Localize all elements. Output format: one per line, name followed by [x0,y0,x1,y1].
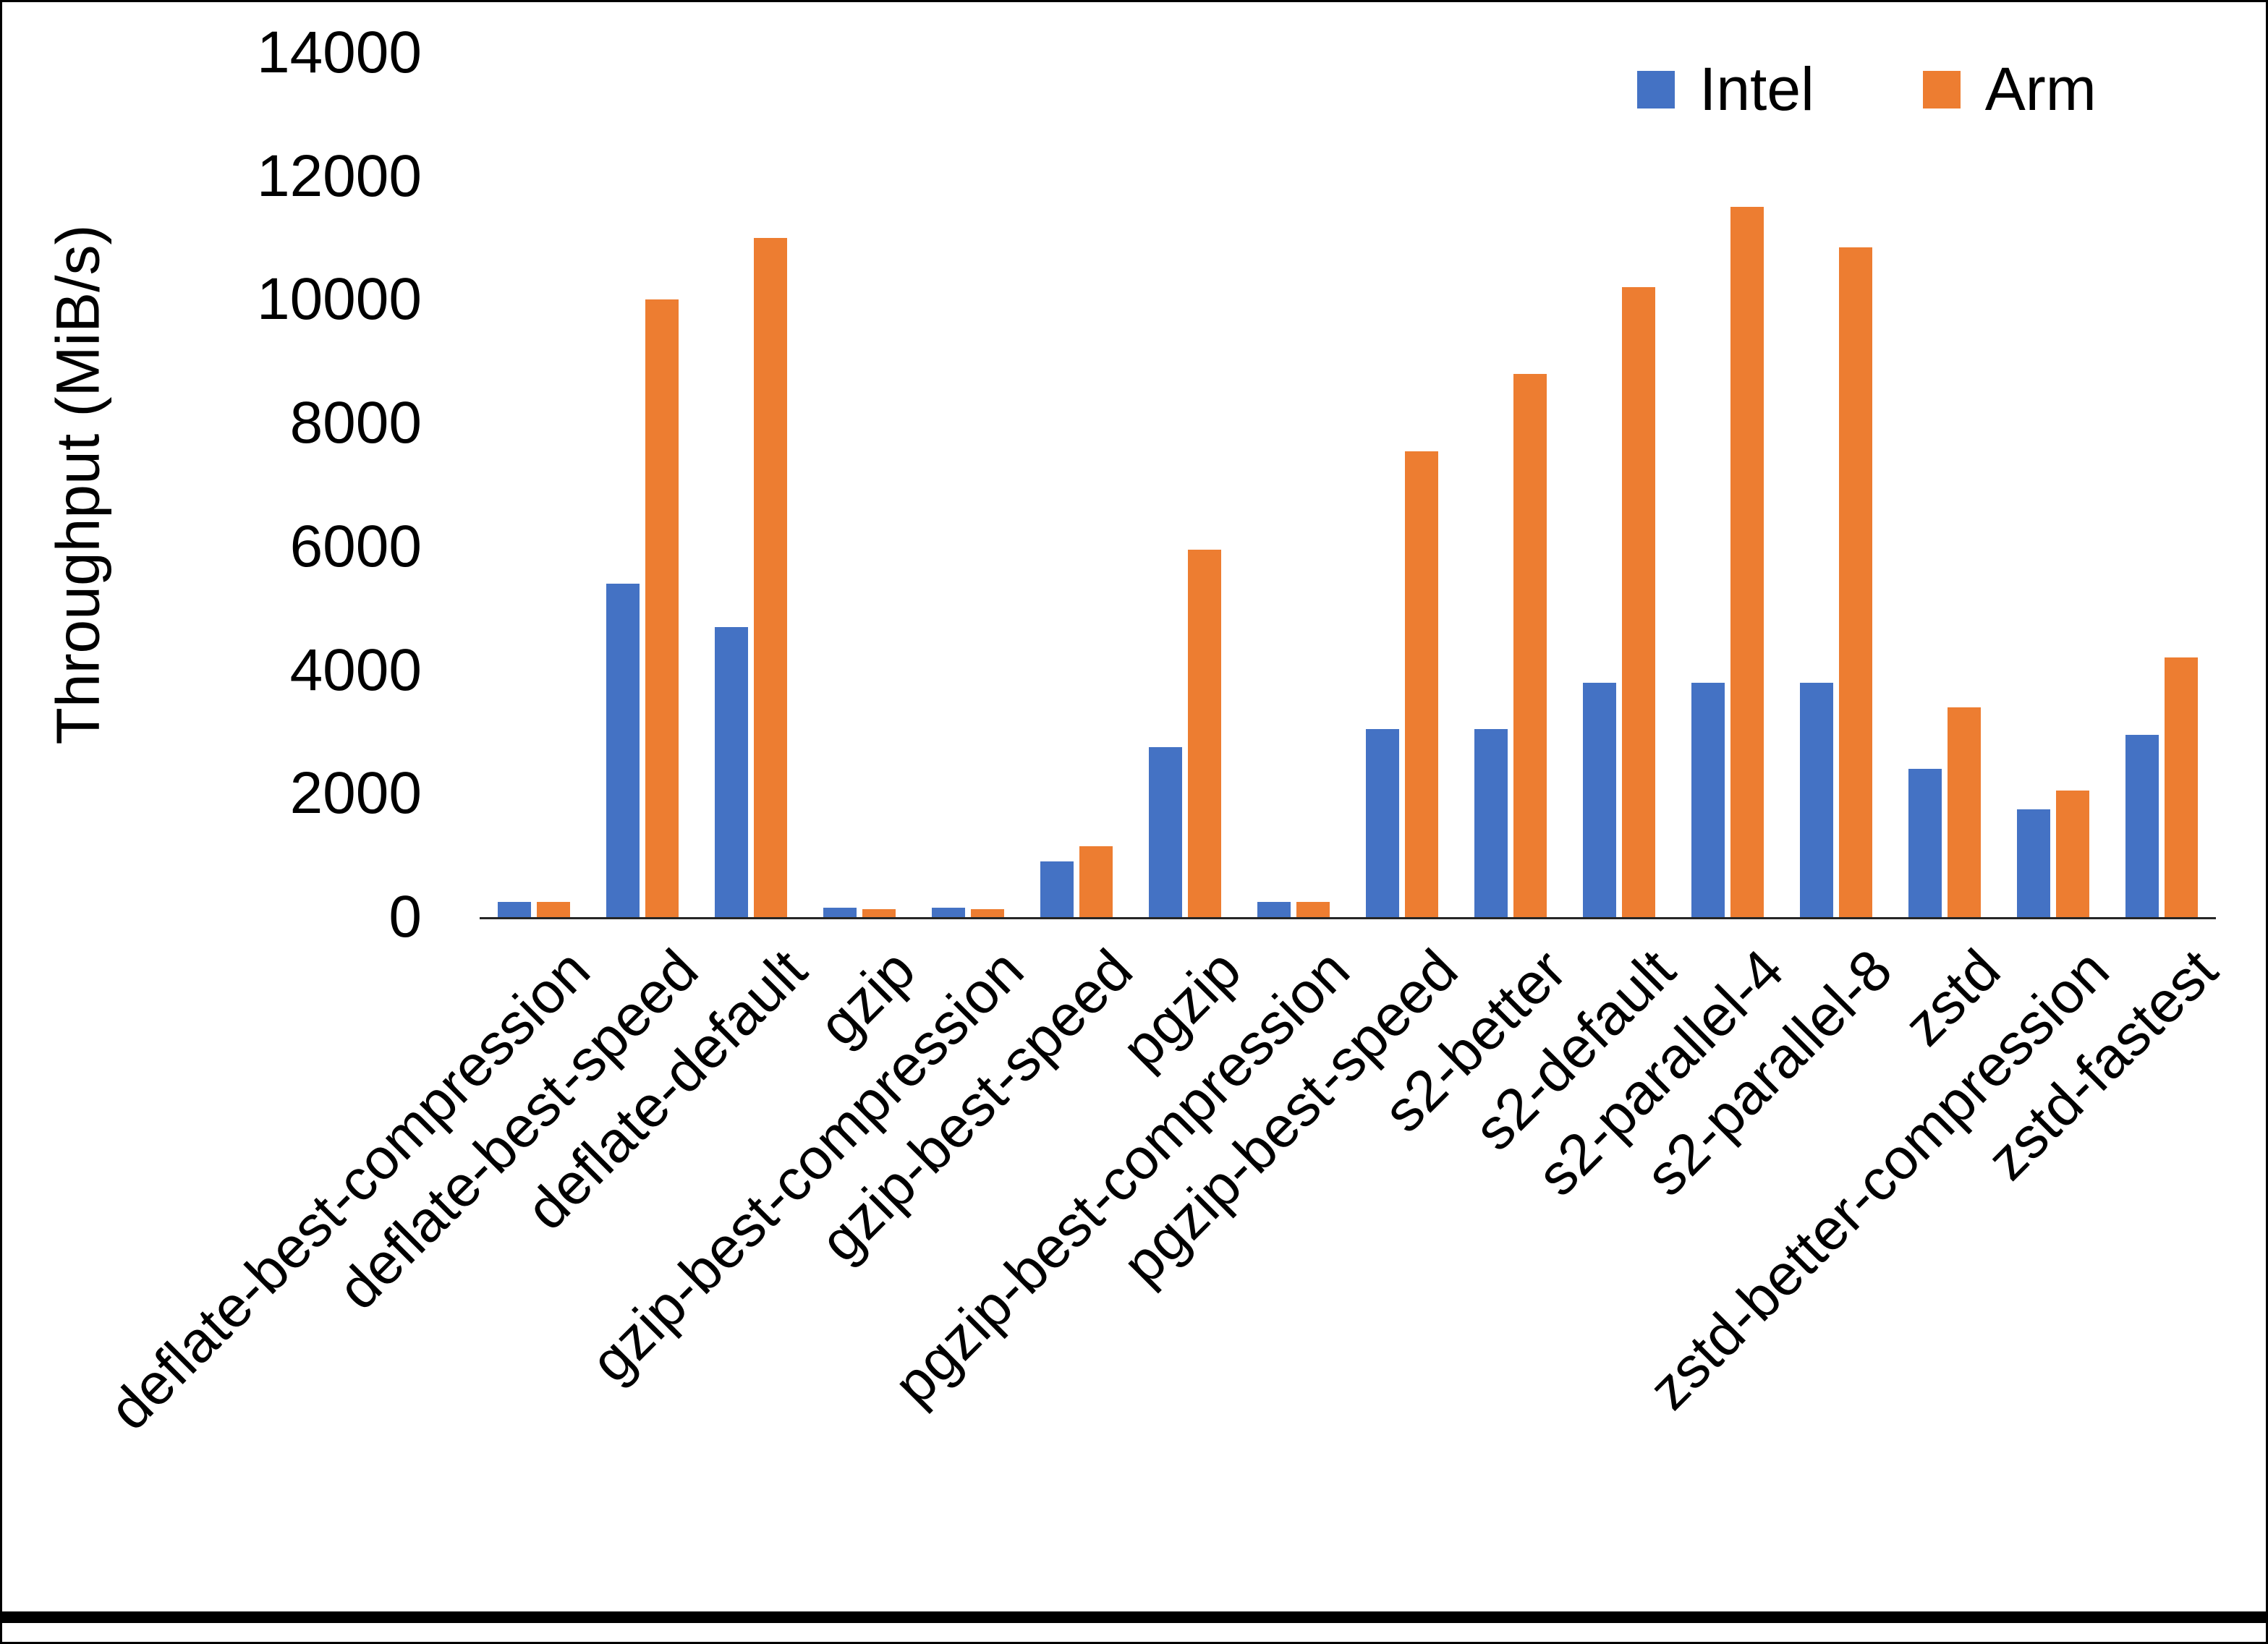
y-tick-label: 8000 [289,390,422,456]
y-tick-label: 6000 [289,513,422,579]
bar-arm-gzip-best-compression [971,909,1004,917]
bar-arm-deflate-best-compression [537,902,570,917]
y-tick-label: 4000 [289,636,422,703]
y-tick-label: 0 [388,884,422,950]
y-axis-ticks: 0 2000 4000 6000 8000 10000 12000 14000 [205,20,422,950]
bar-arm-zstd-fastest [2165,657,2198,917]
bar-arm-zstd [1948,707,1981,917]
bar-intel-deflate-best-compression [498,902,531,917]
x-axis-labels: deflate-best-compression deflate-best-spe… [97,937,2230,1609]
bar-intel-deflate-default [715,627,748,917]
bar-arm-deflate-best-speed [645,299,679,917]
y-axis-title: Throughput (MiB/s) [43,224,112,745]
bar-arm-s2-parallel-8 [1839,247,1872,917]
legend: Intel Arm [1637,54,2097,124]
legend-item-intel: Intel [1637,54,1814,124]
bar-intel-deflate-best-speed [606,584,640,917]
bar-intel-pgzip [1149,747,1182,917]
bar-arm-s2-parallel-4 [1730,207,1764,917]
bar-intel-s2-default [1583,683,1616,917]
y-tick-label: 14000 [256,20,422,85]
bar-intel-gzip-best-speed [1040,861,1074,917]
legend-swatch-arm [1922,70,1961,108]
legend-item-arm: Arm [1922,54,2097,124]
bar-intel-s2-better [1474,729,1508,917]
bar-arm-pgzip [1188,550,1221,917]
bottom-rule [2,1611,2266,1623]
legend-label: Arm [1984,55,2097,123]
bar-arm-gzip [862,909,896,917]
plot-area [480,53,2216,919]
bar-arm-pgzip-best-speed [1405,451,1438,917]
legend-label: Intel [1699,55,1814,123]
y-tick-label: 12000 [256,142,422,209]
bar-arm-deflate-default [754,238,787,917]
bar-arm-s2-better [1513,374,1547,917]
bar-intel-s2-parallel-8 [1800,683,1833,917]
bar-arm-pgzip-best-compression [1296,902,1330,917]
y-tick-label: 2000 [289,760,422,827]
y-tick-label: 10000 [256,266,422,333]
bar-arm-zstd-better-compression [2056,791,2089,917]
bar-intel-s2-parallel-4 [1691,683,1725,917]
bar-intel-zstd-fastest [2125,735,2159,917]
legend-swatch-intel [1637,70,1675,108]
bar-intel-pgzip-best-speed [1366,729,1399,917]
bar-intel-gzip-best-compression [932,908,965,917]
bar-intel-zstd [1908,769,1942,917]
bar-intel-pgzip-best-compression [1257,902,1291,917]
bar-intel-gzip [823,908,857,917]
bar-arm-s2-default [1622,287,1655,917]
bar-arm-gzip-best-speed [1079,846,1113,917]
bar-intel-zstd-better-compression [2017,809,2050,917]
